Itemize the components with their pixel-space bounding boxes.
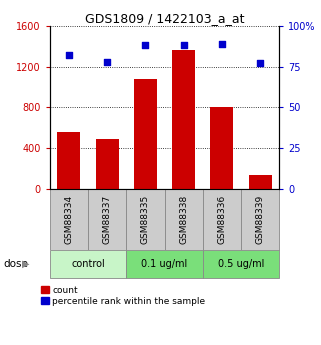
Bar: [134, 79, 157, 189]
Title: GDS1809 / 1422103_a_at: GDS1809 / 1422103_a_at: [85, 12, 244, 25]
Bar: [50, 189, 88, 250]
Point: [143, 43, 148, 48]
Text: 0.1 ug/ml: 0.1 ug/ml: [141, 259, 188, 269]
Bar: [126, 189, 164, 250]
Text: GSM88339: GSM88339: [256, 195, 265, 244]
Text: GSM88335: GSM88335: [141, 195, 150, 244]
Text: control: control: [71, 259, 105, 269]
Legend: count, percentile rank within the sample: count, percentile rank within the sample: [41, 286, 205, 306]
Point: [181, 43, 186, 48]
Bar: [211, 107, 233, 189]
Text: 0.5 ug/ml: 0.5 ug/ml: [218, 259, 264, 269]
Bar: [50, 250, 126, 278]
Text: GSM88338: GSM88338: [179, 195, 188, 244]
Bar: [249, 175, 272, 189]
Text: GSM88334: GSM88334: [65, 195, 74, 244]
Bar: [88, 189, 126, 250]
Bar: [203, 250, 279, 278]
Text: ▶: ▶: [22, 259, 29, 269]
Bar: [164, 189, 203, 250]
Text: GSM88336: GSM88336: [217, 195, 226, 244]
Bar: [172, 50, 195, 189]
Bar: [57, 132, 80, 189]
Text: GSM88337: GSM88337: [103, 195, 112, 244]
Bar: [203, 189, 241, 250]
Point: [105, 59, 110, 65]
Point: [257, 60, 263, 66]
Point: [219, 41, 224, 47]
Bar: [126, 250, 203, 278]
Bar: [96, 139, 118, 189]
Bar: [241, 189, 279, 250]
Text: dose: dose: [3, 259, 28, 269]
Point: [66, 52, 72, 58]
